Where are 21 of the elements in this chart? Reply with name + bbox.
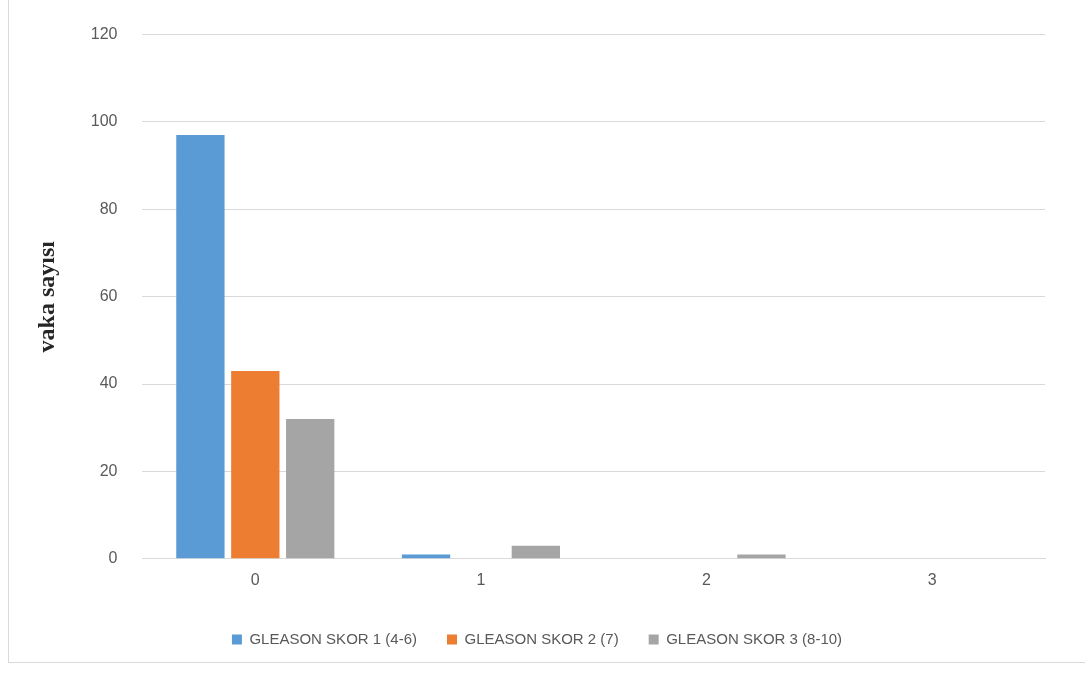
- y-axis-title: vaka sayısı: [32, 240, 59, 353]
- bar: [286, 419, 335, 559]
- x-tick-label: 0: [250, 570, 260, 588]
- legend-label: GLEASON SKOR 1 (4-6): [249, 629, 417, 647]
- bar: [737, 554, 786, 559]
- bar: [231, 370, 280, 559]
- x-tick-label: 1: [476, 570, 486, 588]
- legend-label: GLEASON SKOR 2 (7): [464, 629, 619, 647]
- bar: [176, 135, 225, 559]
- bar: [511, 545, 560, 559]
- y-tick-label: 100: [90, 112, 118, 130]
- bar: [401, 554, 451, 559]
- x-tick-label: 3: [927, 570, 937, 588]
- y-tick-label: 20: [99, 461, 118, 479]
- x-tick-label: 2: [702, 570, 712, 588]
- legend-label: GLEASON SKOR 3 (8-10): [666, 629, 843, 647]
- y-tick-label: 120: [90, 25, 118, 43]
- y-tick-label: 80: [99, 199, 118, 217]
- y-tick-label: 60: [99, 287, 118, 305]
- y-tick-label: 40: [99, 374, 118, 392]
- y-tick-label: 0: [108, 549, 118, 567]
